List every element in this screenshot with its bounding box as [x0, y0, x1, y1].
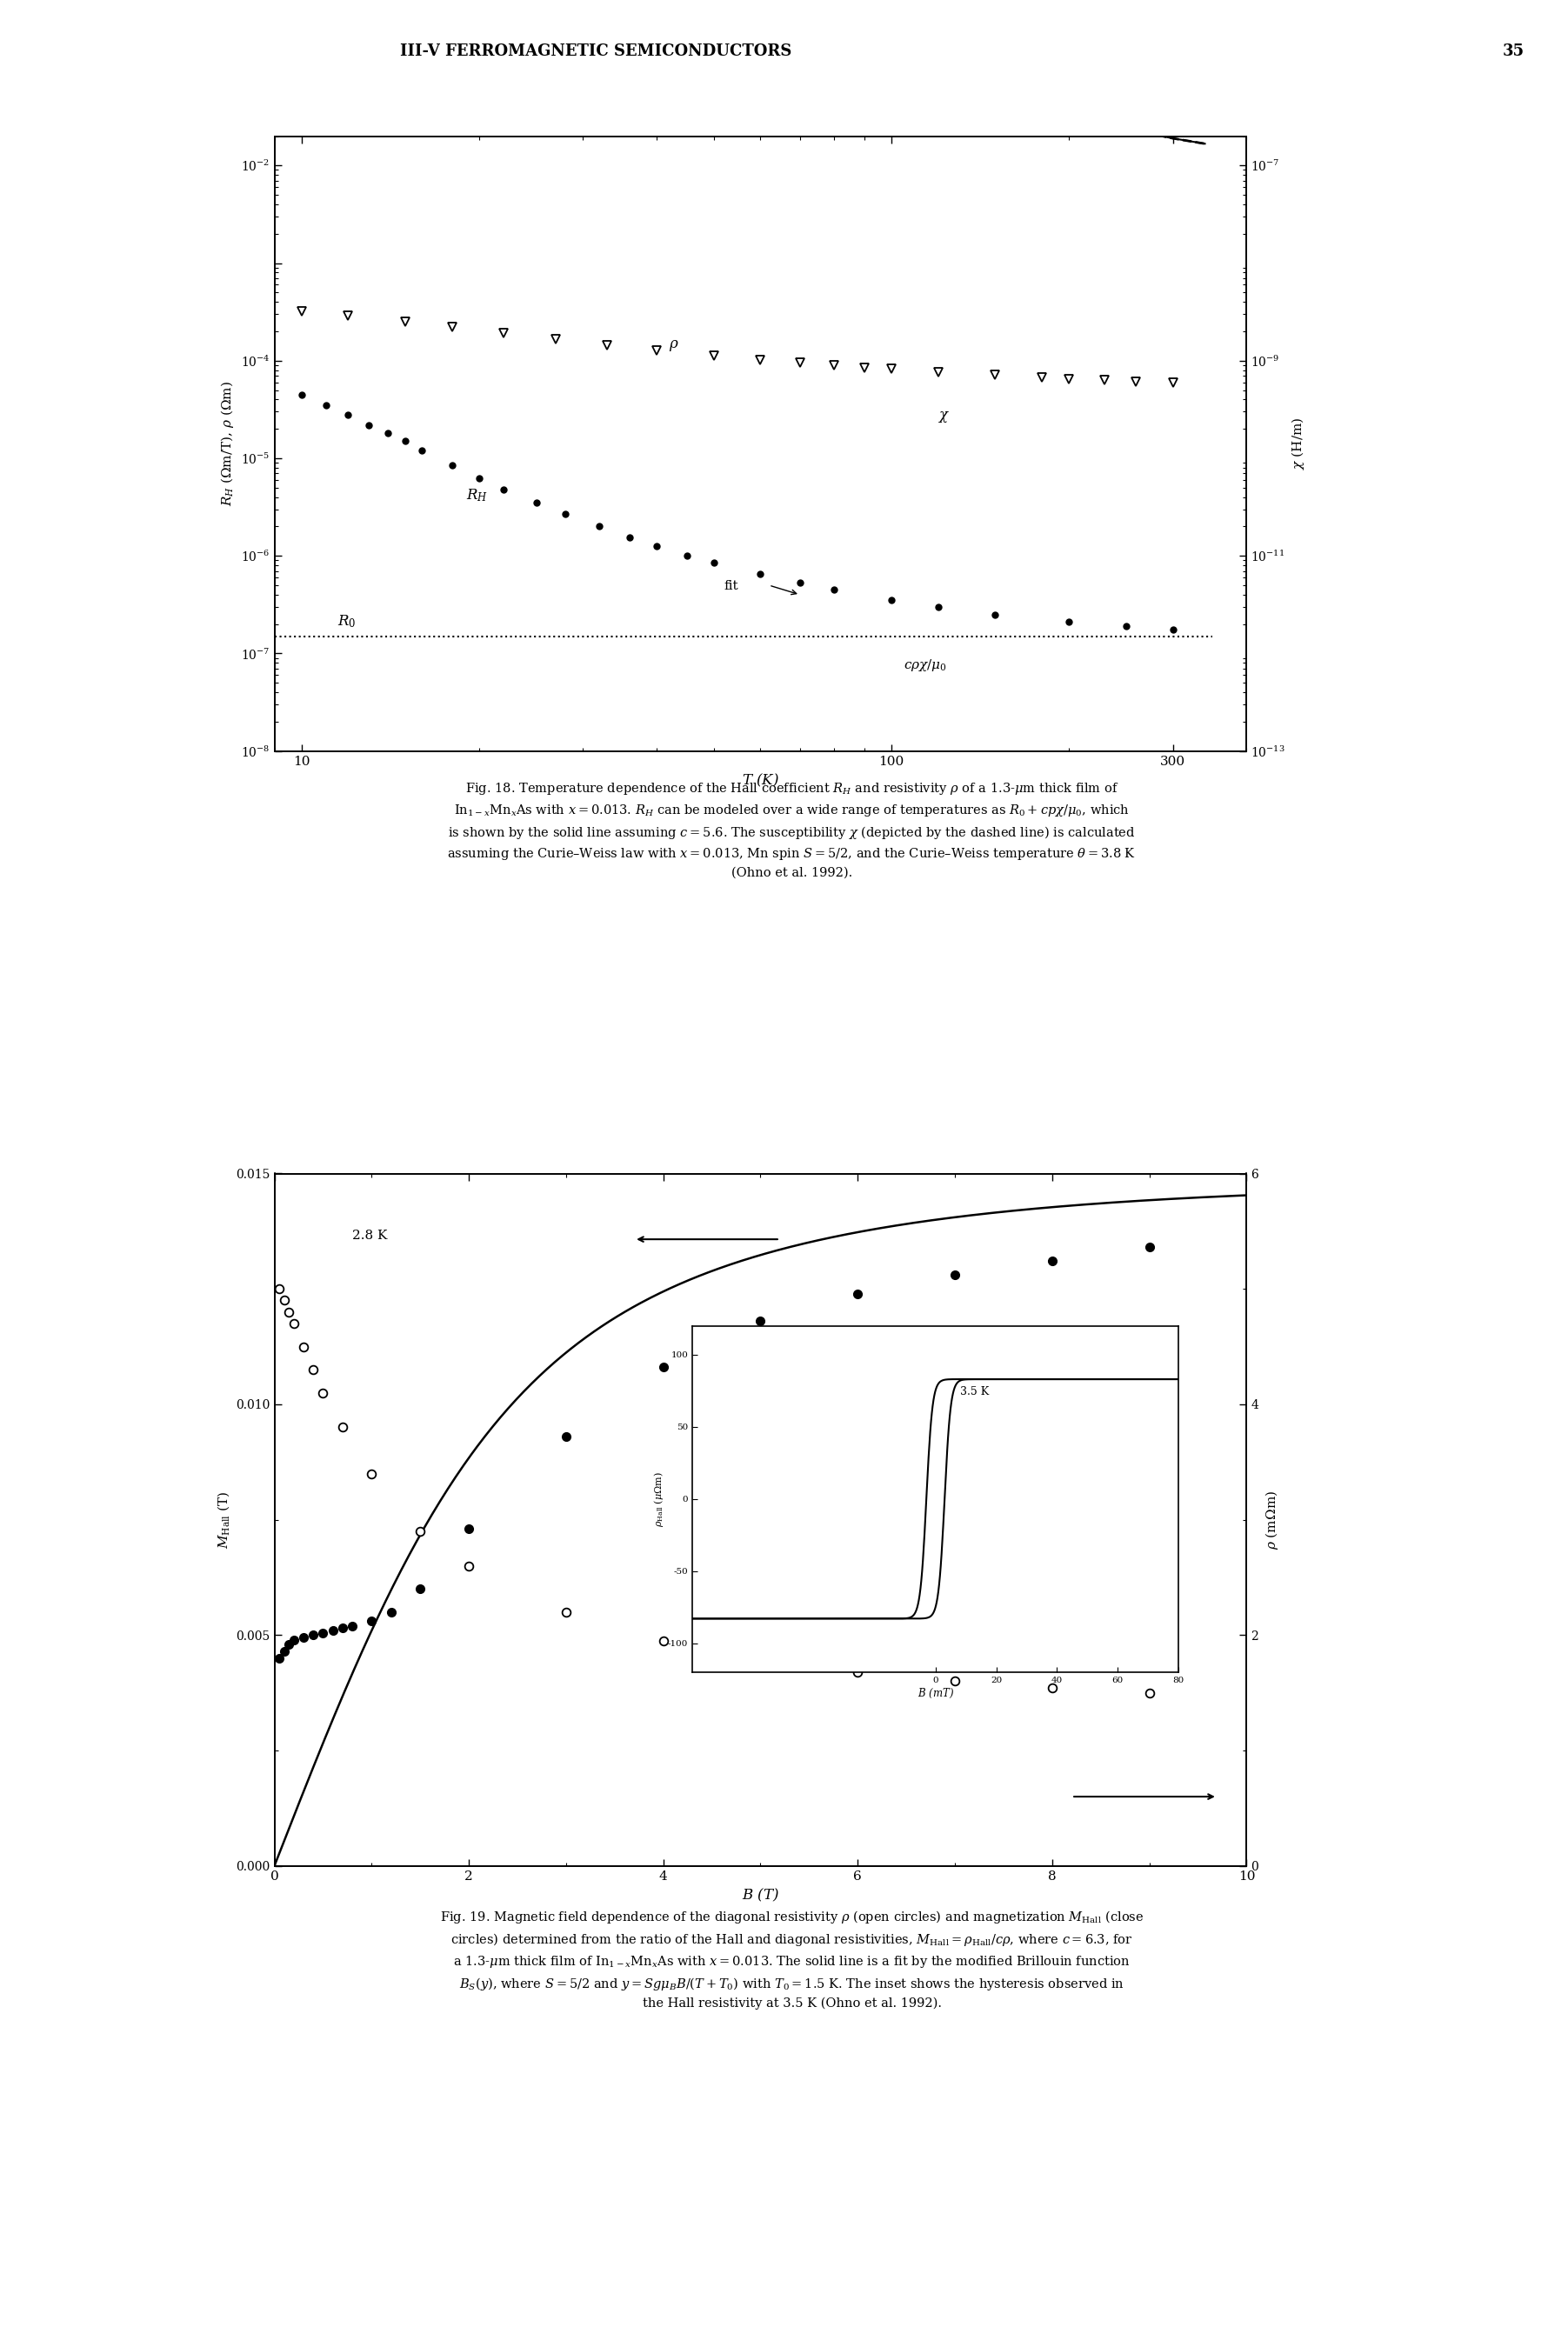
X-axis label: $B$ (T): $B$ (T) — [742, 1887, 779, 1903]
Text: $c\rho\chi/\mu_0$: $c\rho\chi/\mu_0$ — [903, 657, 947, 674]
X-axis label: $T$ (K): $T$ (K) — [742, 772, 779, 789]
Y-axis label: $M_\mathrm{Hall}$ (T): $M_\mathrm{Hall}$ (T) — [216, 1490, 230, 1549]
Y-axis label: $\chi$ (H/m): $\chi$ (H/m) — [1290, 418, 1306, 469]
Text: 3.5 K: 3.5 K — [960, 1387, 989, 1399]
Text: $R_H$: $R_H$ — [466, 488, 488, 502]
Text: $\rho$: $\rho$ — [670, 338, 679, 352]
Y-axis label: $R_H$ ($\Omega$m/T), $\rho$ ($\Omega$m): $R_H$ ($\Omega$m/T), $\rho$ ($\Omega$m) — [220, 380, 237, 507]
Text: $R_0$: $R_0$ — [337, 613, 356, 629]
Text: $\chi$: $\chi$ — [938, 411, 950, 425]
Text: Fig. 18. Temperature dependence of the Hall coefficient $R_H$ and resistivity $\: Fig. 18. Temperature dependence of the H… — [447, 782, 1137, 878]
Y-axis label: $\rho$ (m$\Omega$m): $\rho$ (m$\Omega$m) — [1264, 1490, 1279, 1549]
Text: III-V FERROMAGNETIC SEMICONDUCTORS: III-V FERROMAGNETIC SEMICONDUCTORS — [400, 45, 792, 59]
Text: 2.8 K: 2.8 K — [353, 1230, 387, 1242]
X-axis label: $B$ (mT): $B$ (mT) — [917, 1687, 953, 1699]
Text: 35: 35 — [1502, 45, 1524, 59]
Text: Fig. 19. Magnetic field dependence of the diagonal resistivity $\rho$ (open circ: Fig. 19. Magnetic field dependence of th… — [441, 1908, 1143, 2009]
Text: fit: fit — [724, 580, 739, 591]
Y-axis label: $\rho_\mathrm{Hall}$ ($\mu\Omega$m): $\rho_\mathrm{Hall}$ ($\mu\Omega$m) — [652, 1472, 665, 1526]
